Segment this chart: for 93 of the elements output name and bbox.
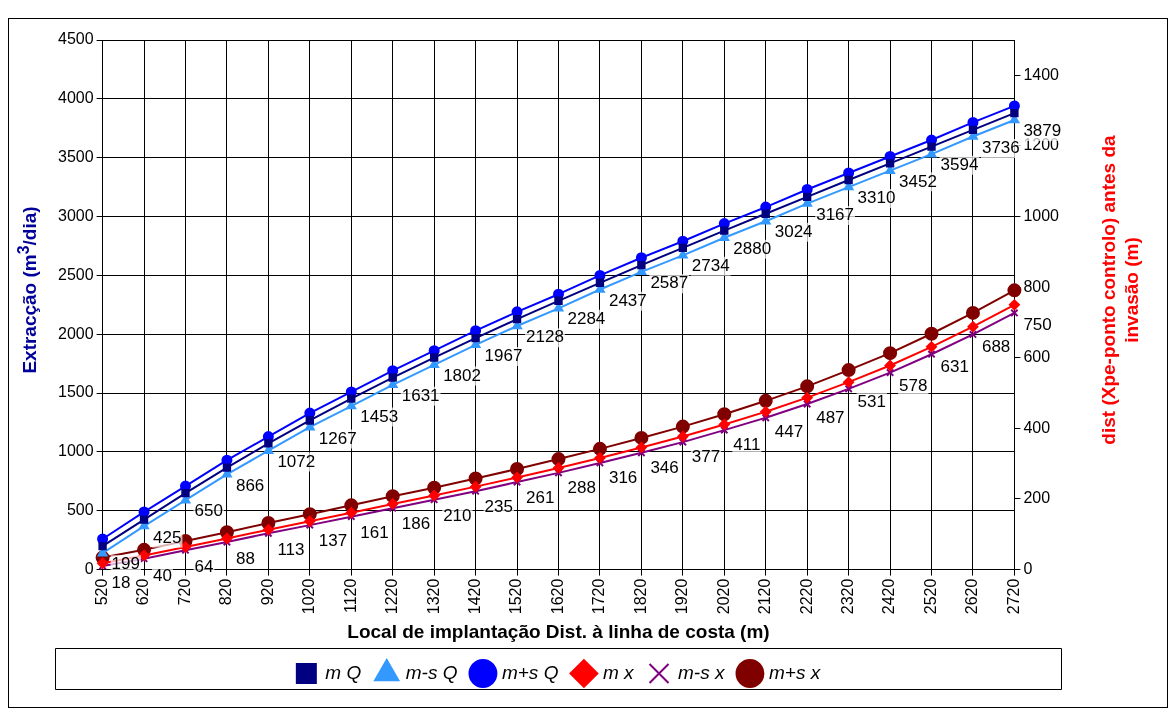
x-tick-label: 1520 (507, 578, 525, 615)
y-tick-label: 4000 (58, 89, 94, 107)
data-label: 2734 (691, 256, 730, 276)
x-tick-label: 2020 (714, 578, 732, 615)
x-tick-label: 1720 (590, 578, 608, 615)
data-label: 425 (153, 527, 182, 547)
data-label: 3310 (857, 188, 896, 208)
x-tick-label: 1420 (466, 578, 484, 615)
x-tick-label: 1220 (383, 578, 401, 615)
data-label: 411 (733, 434, 761, 454)
legend-label: m Q (325, 661, 362, 683)
data-label: 210 (443, 505, 472, 525)
data-label: 1072 (277, 451, 316, 471)
data-label: 261 (526, 487, 555, 507)
x-tick-label: 1620 (548, 578, 566, 615)
data-label: 688 (981, 336, 1011, 356)
data-label: 650 (194, 501, 223, 521)
legend-label: m+s Q (501, 661, 559, 683)
x-axis-title: Local de implantação Dist. à linha de costa (m) (347, 620, 770, 642)
x-tick-label: 2120 (756, 578, 774, 615)
x-tick-label: 720 (175, 578, 193, 606)
y-tick-label: 0 (84, 560, 94, 578)
data-label: 199 (111, 554, 140, 574)
x-tick-label: 2420 (880, 578, 898, 615)
legend-label: m-s x (678, 661, 726, 683)
data-label: 3167 (816, 205, 854, 225)
data-label: 3024 (774, 221, 813, 241)
x-tick-label: 620 (134, 578, 152, 606)
data-label: 40 (153, 565, 172, 585)
y2-tick-label: 0 (1023, 560, 1033, 578)
x-tick-label: 1120 (341, 578, 359, 614)
legend-label: m x (602, 661, 636, 683)
y-tick-label: 1500 (58, 383, 94, 401)
x-tick-label: 2620 (963, 578, 981, 615)
data-label: 137 (318, 531, 348, 551)
data-label: 316 (608, 468, 638, 488)
data-label: 346 (650, 457, 679, 477)
y-tick-label: 2000 (58, 324, 94, 342)
data-label: 377 (691, 446, 721, 466)
data-label: 2128 (526, 327, 564, 347)
data-label: 161 (360, 522, 389, 542)
y2-tick-label: 400 (1023, 418, 1051, 436)
data-label: 1267 (318, 428, 357, 448)
x-tick-label: 1020 (300, 578, 318, 615)
y2-tick-label: 1000 (1023, 206, 1060, 224)
data-label: 2437 (608, 290, 647, 310)
y-tick-label: 3000 (58, 206, 94, 224)
x-tick-label: 2220 (797, 578, 815, 615)
data-label: 288 (567, 478, 596, 498)
data-label: 3452 (899, 171, 937, 191)
x-tick-label: 920 (258, 578, 276, 606)
y2-tick-label: 600 (1023, 348, 1051, 366)
data-label: 578 (899, 375, 928, 395)
x-tick-label: 520 (93, 578, 110, 606)
y-tick-label: 500 (66, 501, 94, 519)
data-label: 113 (277, 539, 305, 559)
data-label: 1802 (443, 365, 481, 385)
x-tick-label: 1320 (424, 578, 442, 615)
x-tick-label: 2320 (839, 578, 857, 615)
y-tick-label: 4500 (58, 30, 94, 48)
data-label: 487 (816, 407, 845, 427)
data-label: 18 (111, 573, 131, 593)
data-label: 235 (484, 496, 513, 516)
y-tick-label: 2500 (58, 265, 94, 283)
x-tick-label: 2520 (921, 578, 939, 615)
y2-tick-label: 200 (1023, 489, 1051, 507)
x-tick-label: 1820 (631, 578, 649, 615)
data-label: 447 (774, 421, 804, 441)
legend-label: m-s Q (405, 661, 458, 683)
y2-tick-label: 1400 (1023, 65, 1060, 83)
data-label: 3594 (940, 154, 979, 174)
data-label: 2880 (733, 238, 772, 258)
data-label: 186 (401, 514, 431, 534)
y-tick-label: 1000 (58, 442, 94, 460)
x-tick-label: 2720 (1004, 578, 1022, 615)
data-label: 1631 (401, 385, 440, 405)
y2-axis-title: dist (Xpe-ponto controlo) antes da invasão (m) (1097, 134, 1143, 447)
data-label: 2284 (567, 308, 606, 328)
data-label: 3736 (981, 138, 1020, 158)
data-label: 1453 (360, 406, 399, 426)
data-label: 2587 (650, 273, 689, 293)
data-label: 631 (940, 357, 969, 377)
x-tick-label: 1920 (673, 578, 691, 615)
x-tick-label: 820 (217, 578, 235, 606)
data-label: 866 (235, 475, 265, 495)
data-label: 750 (1023, 314, 1052, 334)
y-tick-label: 3500 (58, 148, 94, 166)
data-label: 64 (194, 557, 214, 577)
data-label: 1967 (484, 346, 523, 366)
legend-label: m+s x (768, 661, 822, 683)
data-label: 531 (857, 392, 886, 412)
data-label: 88 (235, 548, 255, 568)
y2-tick-label: 800 (1023, 277, 1051, 295)
